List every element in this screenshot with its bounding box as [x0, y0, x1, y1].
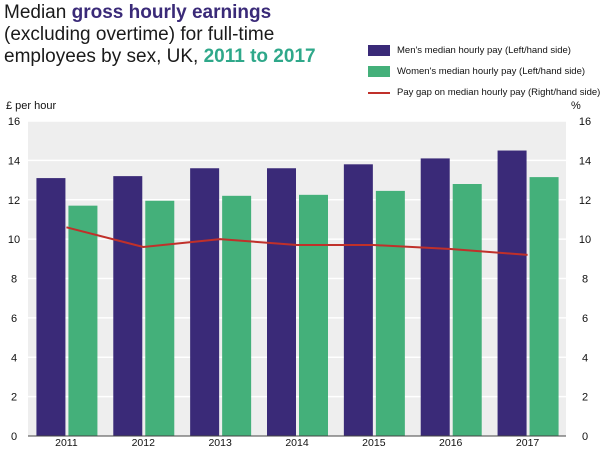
bar-men	[113, 176, 143, 436]
bar-men	[190, 168, 220, 436]
y-tick-label-left: 14	[8, 155, 20, 167]
x-tick-label: 2011	[55, 437, 78, 449]
x-tick-label: 2014	[285, 437, 309, 449]
y-tick-label-right: 12	[579, 195, 591, 207]
y-tick-label-left: 12	[8, 195, 20, 207]
bar-women	[145, 200, 175, 436]
bar-men	[343, 164, 373, 436]
y-tick-label-left: 16	[8, 116, 20, 128]
y-tick-label-right: 2	[582, 392, 588, 404]
x-tick-label: 2015	[362, 437, 386, 449]
line-pay-gap	[66, 226, 528, 256]
x-tick-label: 2017	[516, 437, 540, 449]
bar-women	[299, 194, 328, 436]
chart-title: Median gross hourly earnings (excluding …	[4, 2, 316, 67]
y-tick-label-right: 4	[582, 352, 588, 364]
legend-swatch-gap	[368, 91, 390, 94]
y-tick-label-right: 6	[582, 313, 588, 325]
legend-item-men: Men's median hourly pay (Left/hand side)	[368, 40, 600, 61]
right-axis-unit: %	[571, 100, 581, 112]
bar-women	[529, 177, 559, 436]
y-tick-label-right: 14	[579, 155, 591, 167]
legend-item-gap: Pay gap on median hourly pay (Right/hand…	[368, 82, 600, 103]
legend-label-women: Women's median hourly pay (Left/hand sid…	[397, 66, 586, 77]
bar-men	[420, 158, 450, 436]
y-tick-label-left: 2	[11, 392, 17, 404]
bar-men	[497, 150, 527, 436]
bar-women	[68, 205, 98, 436]
y-tick-label-right: 10	[579, 234, 591, 246]
y-tick-label-right: 0	[582, 431, 588, 443]
bar-women	[222, 195, 252, 436]
x-tick-label: 2012	[132, 437, 156, 449]
y-tick-label-right: 16	[579, 116, 591, 128]
legend-label-men: Men's median hourly pay (Left/hand side)	[397, 45, 571, 56]
left-axis-unit: £ per hour	[6, 100, 57, 112]
x-tick-label: 2016	[439, 437, 463, 449]
legend-item-women: Women's median hourly pay (Left/hand sid…	[368, 61, 600, 82]
bar-women	[375, 190, 405, 436]
y-tick-label-left: 0	[11, 431, 17, 443]
legend-swatch-men	[368, 45, 390, 56]
bar-men	[36, 178, 66, 436]
y-tick-label-left: 8	[11, 274, 17, 286]
bar-men	[267, 168, 296, 436]
legend-label-gap: Pay gap on median hourly pay (Right/hand…	[397, 87, 601, 98]
bar-women	[452, 184, 482, 436]
legend-swatch-women	[368, 66, 390, 77]
legend: Men's median hourly pay (Left/hand side)…	[368, 40, 600, 103]
y-tick-label-left: 10	[8, 234, 20, 246]
x-tick-label: 2013	[208, 437, 232, 449]
y-tick-label-left: 4	[11, 352, 17, 364]
y-tick-label-right: 8	[582, 274, 588, 286]
y-tick-label-left: 6	[11, 313, 17, 325]
